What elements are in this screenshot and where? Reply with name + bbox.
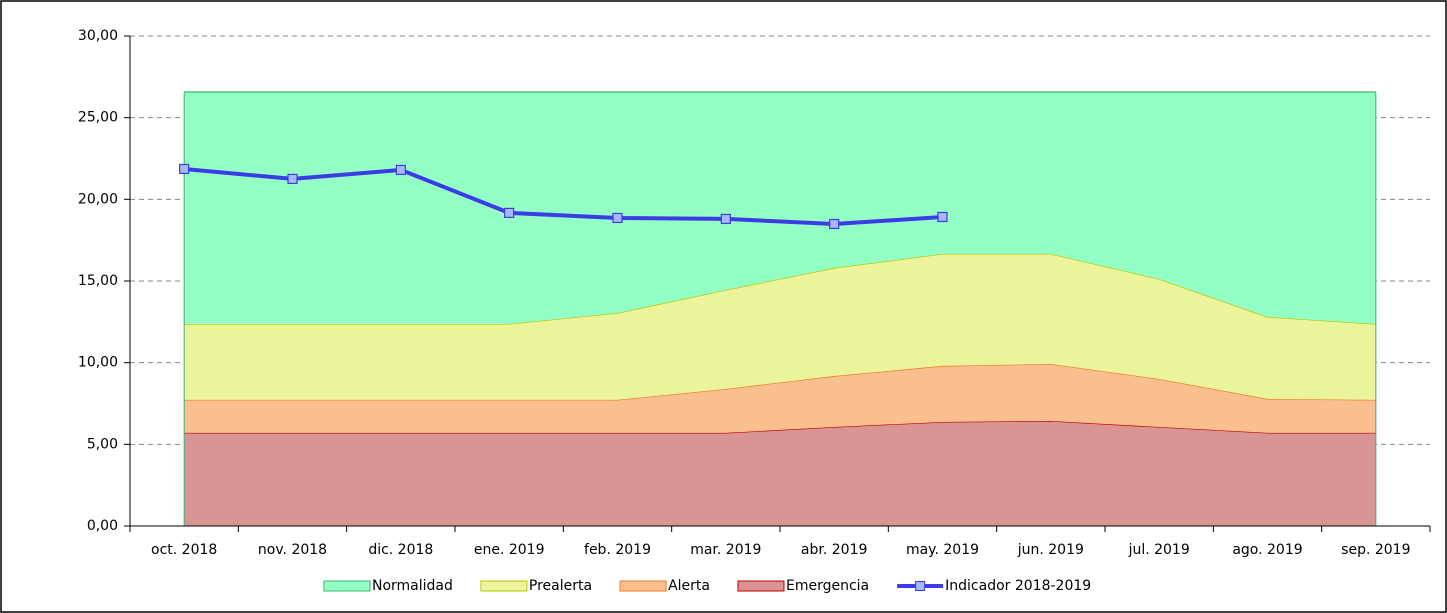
x-tick-label: may. 2019 xyxy=(906,542,979,558)
y-tick-label: 10,00 xyxy=(78,355,118,371)
x-tick-label: jul. 2019 xyxy=(1128,542,1190,558)
x-tick-label: abr. 2019 xyxy=(801,542,867,558)
y-tick-label: 25,00 xyxy=(78,110,118,126)
x-tick-label: dic. 2018 xyxy=(368,542,433,558)
y-tick-label: 0,00 xyxy=(87,518,118,534)
area xyxy=(184,420,1376,526)
point xyxy=(287,173,298,185)
area xyxy=(184,363,1376,433)
y-tick-label: 20,00 xyxy=(78,191,118,207)
point xyxy=(179,163,190,175)
x-tick-label: nov. 2018 xyxy=(258,542,327,558)
x-tick-label: ene. 2019 xyxy=(474,542,545,558)
legend-label: Emergencia xyxy=(786,578,869,594)
legend-swatch xyxy=(619,580,667,592)
legend-swatch xyxy=(480,580,528,592)
y-tick-label: 30,00 xyxy=(78,28,118,44)
legend-label: Prealerta xyxy=(529,578,592,594)
x-tick-label: sep. 2019 xyxy=(1341,542,1410,558)
point xyxy=(937,211,948,223)
legend-label: Alerta xyxy=(668,578,710,594)
legend-swatch xyxy=(323,580,371,592)
area xyxy=(184,253,1376,400)
y-tick-label: 5,00 xyxy=(87,436,118,452)
x-tick-label: oct. 2018 xyxy=(151,542,217,558)
legend-label: Normalidad xyxy=(372,578,453,594)
point xyxy=(829,218,840,230)
x-tick-label: mar. 2019 xyxy=(690,542,761,558)
line xyxy=(183,166,943,226)
y-tick-label: 15,00 xyxy=(78,273,118,289)
point xyxy=(395,164,406,176)
legend-swatch xyxy=(737,580,785,592)
legend-label: Indicador 2018-2019 xyxy=(945,578,1091,594)
area xyxy=(184,92,1376,324)
point xyxy=(504,207,515,218)
point xyxy=(720,213,731,225)
point xyxy=(612,212,623,224)
legend-swatch xyxy=(915,581,926,591)
x-tick-label: ago. 2019 xyxy=(1232,542,1302,558)
x-tick-label: jun. 2019 xyxy=(1017,542,1084,558)
x-tick-label: feb. 2019 xyxy=(584,542,651,558)
